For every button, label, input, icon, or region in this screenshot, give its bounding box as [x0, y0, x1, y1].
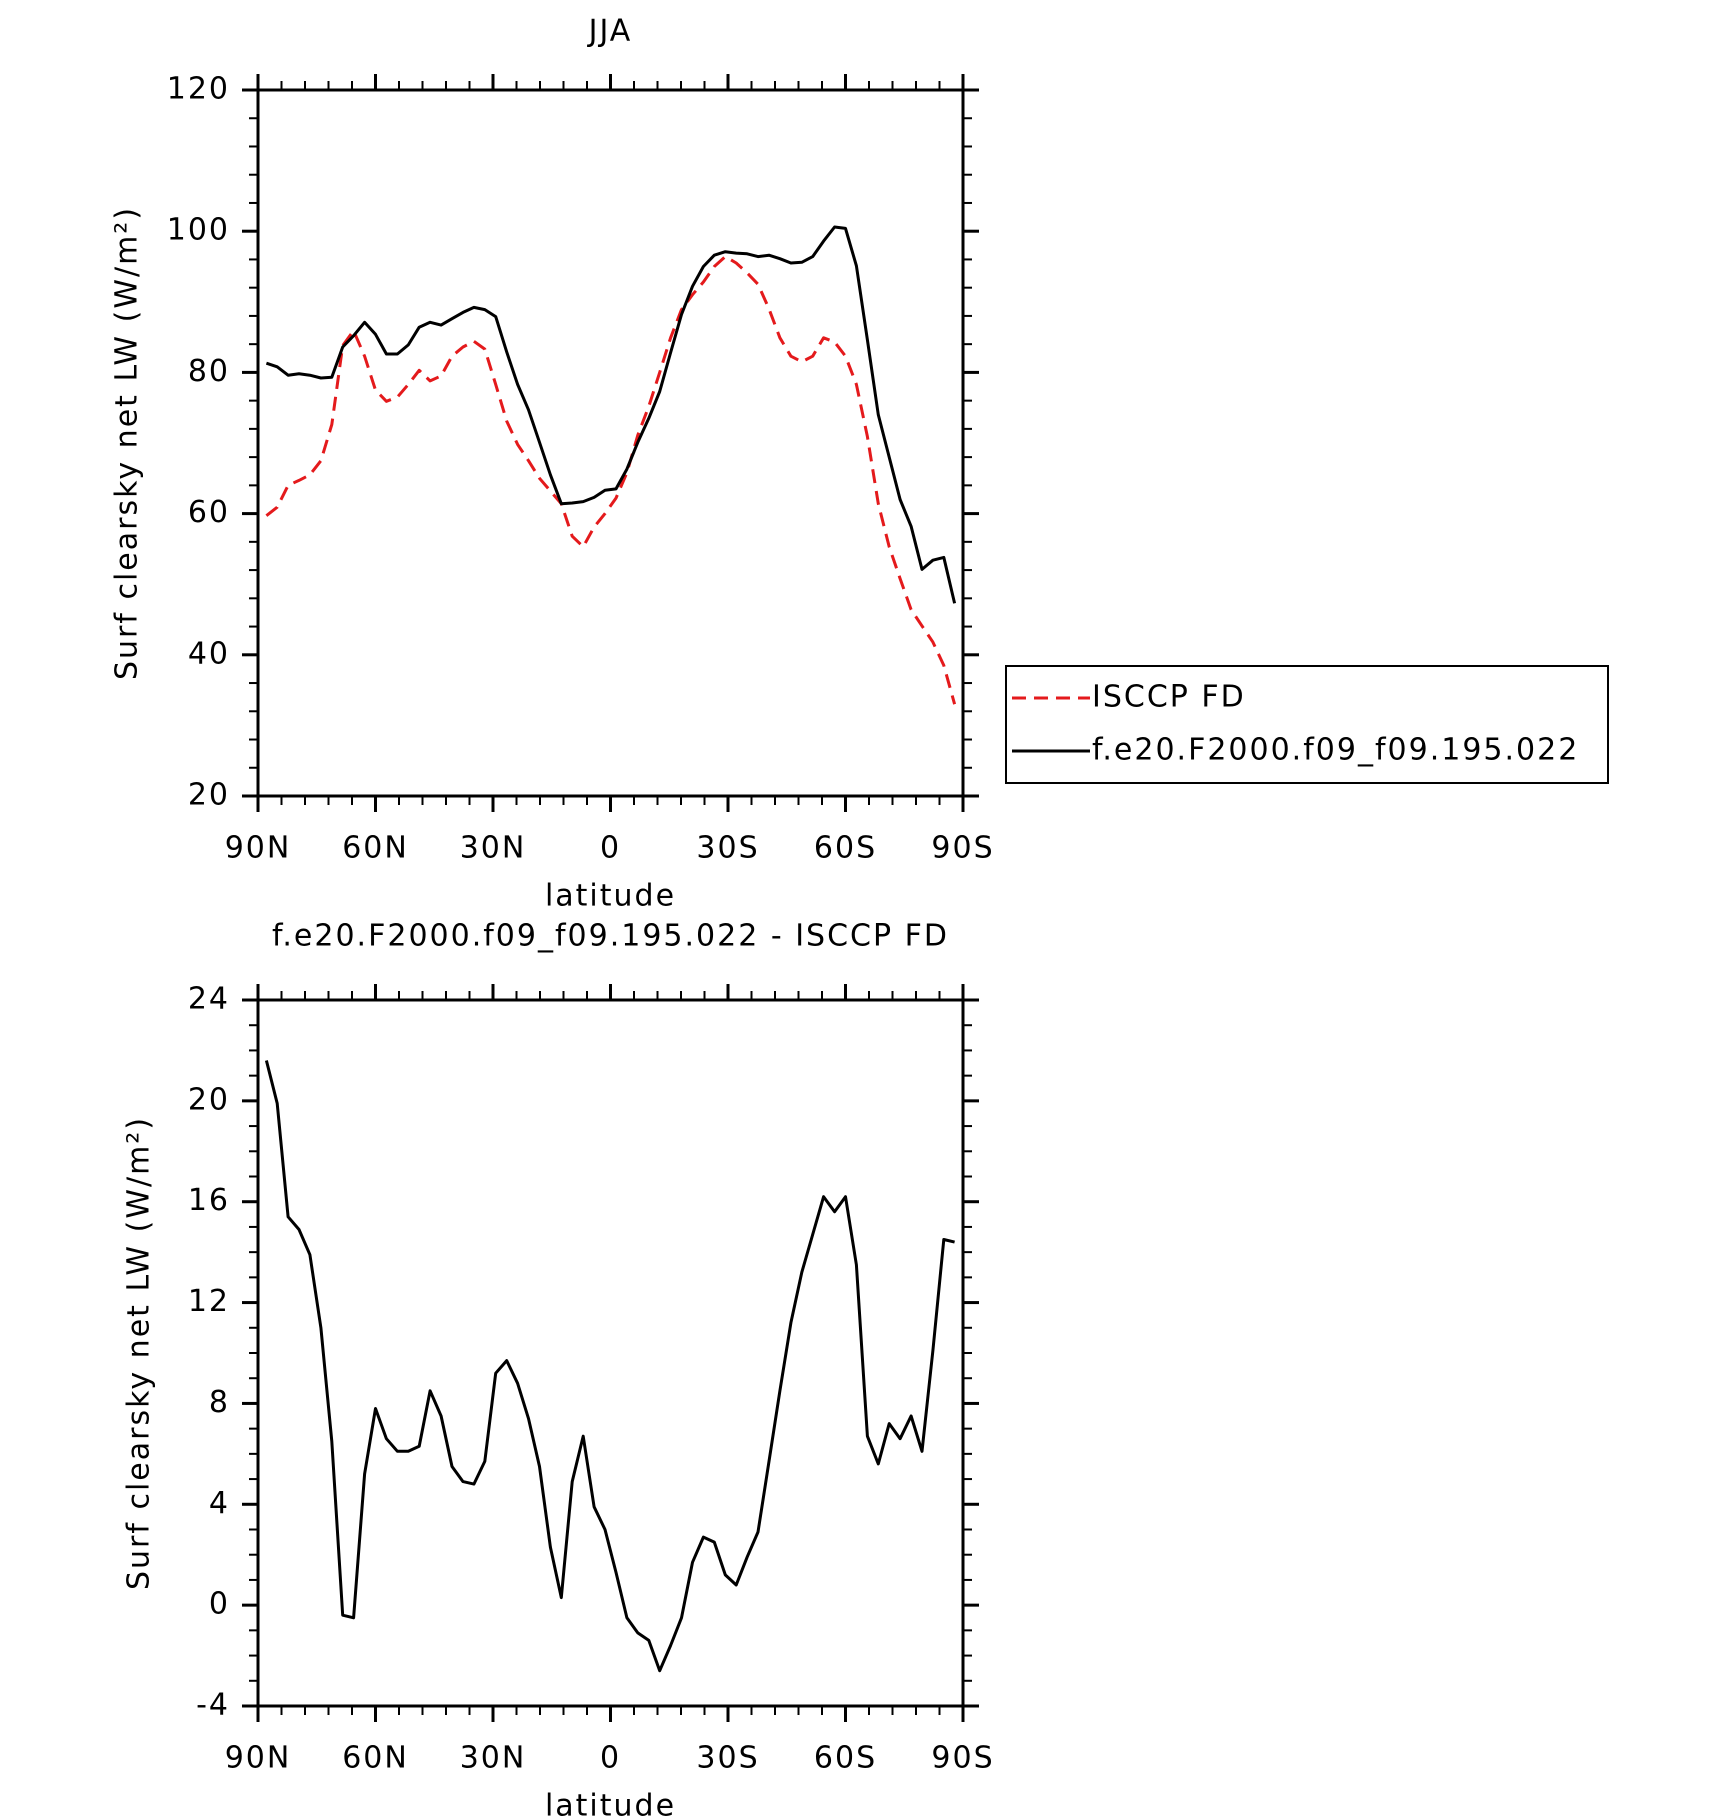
y-tick-label: 24 — [188, 982, 230, 1017]
y-axis-label: Surf clearsky net LW (W/m²) — [110, 206, 145, 680]
y-tick-label: 80 — [188, 354, 230, 389]
x-tick-label: 90S — [931, 1741, 994, 1776]
x-axis-label: latitude — [545, 1789, 676, 1816]
x-tick-label: 90N — [225, 831, 292, 866]
y-tick-label: 0 — [209, 1587, 230, 1622]
x-tick-label: 60N — [342, 1741, 409, 1776]
x-tick-label: 90N — [225, 1741, 292, 1776]
y-tick-label: 120 — [167, 72, 230, 107]
y-tick-label: 20 — [188, 778, 230, 813]
legend-label: ISCCP FD — [1092, 680, 1246, 715]
x-tick-label: 0 — [600, 1741, 621, 1776]
y-tick-label: 12 — [188, 1284, 230, 1319]
plot-frame — [256, 88, 965, 798]
x-tick-label: 30N — [460, 831, 527, 866]
x-tick-label: 30S — [696, 1741, 759, 1776]
y-tick-label: -4 — [196, 1688, 230, 1723]
y-tick-label: 60 — [188, 495, 230, 530]
series-line — [265, 225, 957, 604]
x-axis-label: latitude — [545, 879, 676, 914]
x-tick-label: 0 — [600, 831, 621, 866]
x-tick-label: 30S — [696, 831, 759, 866]
x-tick-label: 60S — [814, 831, 877, 866]
plot-frame — [256, 998, 965, 1708]
chart-title: JJA — [587, 14, 633, 49]
x-tick-label: 60S — [814, 1741, 877, 1776]
series-line — [265, 255, 957, 705]
chart-title: f.e20.F2000.f09_f09.195.022 - ISCCP FD — [272, 919, 949, 954]
y-tick-label: 100 — [167, 213, 230, 248]
x-tick-label: 30N — [460, 1741, 527, 1776]
y-tick-label: 16 — [188, 1183, 230, 1218]
series-line — [264, 1060, 955, 1673]
x-tick-label: 90S — [931, 831, 994, 866]
y-axis-label: Surf clearsky net LW (W/m²) — [122, 1116, 157, 1590]
legend-box — [1005, 665, 1609, 784]
y-tick-label: 4 — [209, 1486, 230, 1521]
y-tick-label: 20 — [188, 1082, 230, 1117]
legend-label: f.e20.F2000.f09_f09.195.022 — [1092, 733, 1579, 768]
y-tick-label: 40 — [188, 636, 230, 671]
x-tick-label: 60N — [342, 831, 409, 866]
y-tick-label: 8 — [209, 1385, 230, 1420]
